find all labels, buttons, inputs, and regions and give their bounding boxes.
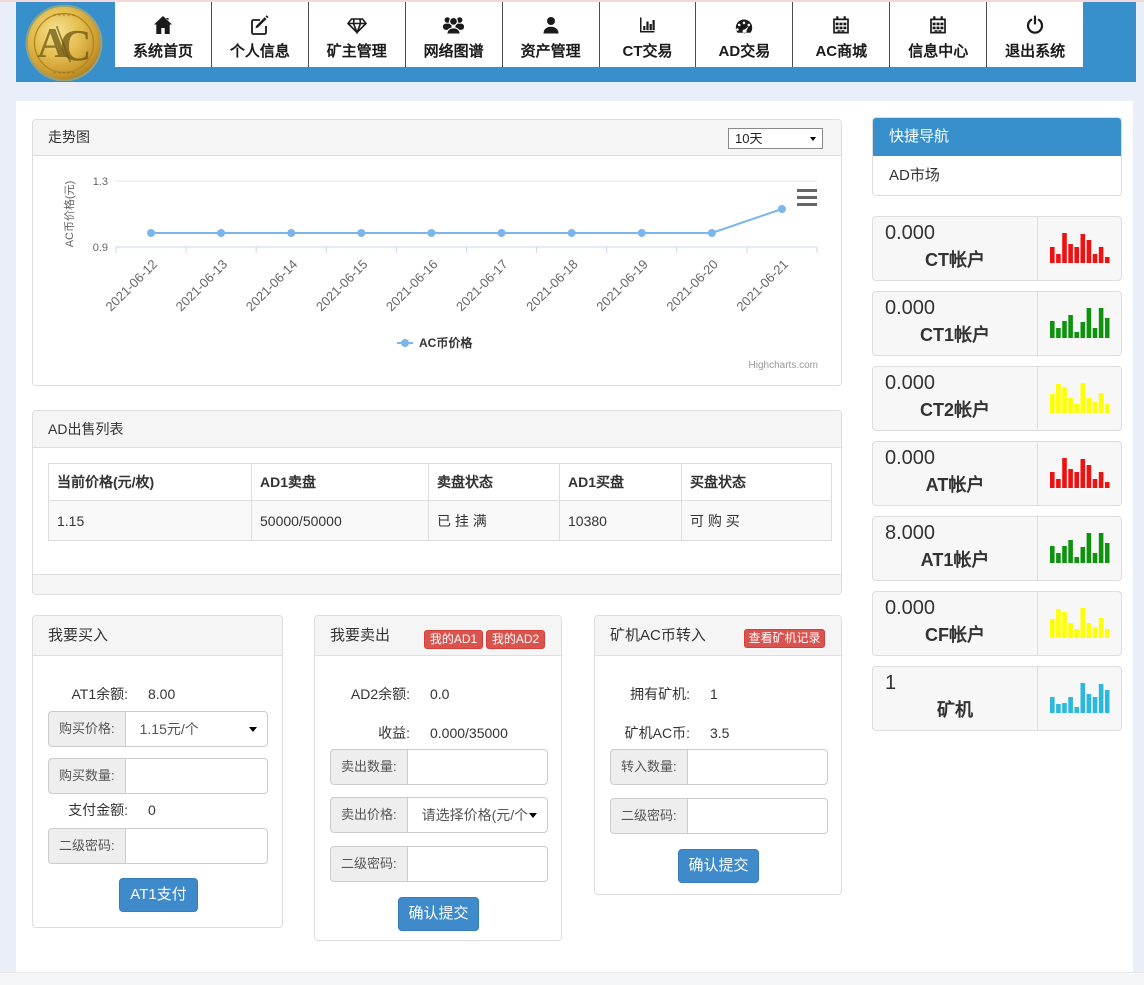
svg-text:AC币价格(元): AC币价格(元)	[62, 181, 76, 248]
svg-text:1.3: 1.3	[93, 176, 108, 188]
svg-text:2021-06-15: 2021-06-15	[313, 257, 371, 315]
svg-text:2021-06-16: 2021-06-16	[383, 257, 441, 315]
svg-text:2021-06-19: 2021-06-19	[593, 257, 651, 315]
svg-text:0.9: 0.9	[93, 242, 108, 254]
svg-text:AC币价格: AC币价格	[419, 335, 473, 350]
svg-text:* * * * *: * * * * *	[53, 13, 75, 20]
svg-text:2021-06-18: 2021-06-18	[523, 257, 581, 315]
svg-text:2021-06-14: 2021-06-14	[243, 257, 301, 315]
svg-text:2021-06-12: 2021-06-12	[103, 257, 161, 315]
svg-text:2021-06-20: 2021-06-20	[663, 257, 721, 315]
svg-text:C: C	[60, 21, 92, 70]
svg-text:2021-06-17: 2021-06-17	[453, 257, 511, 315]
svg-text:2021-06-21: 2021-06-21	[733, 257, 791, 315]
svg-text:2021-06-13: 2021-06-13	[173, 257, 231, 315]
svg-text:* * * * *: * * * * *	[53, 71, 75, 78]
svg-text:Highcharts.com: Highcharts.com	[749, 360, 818, 371]
